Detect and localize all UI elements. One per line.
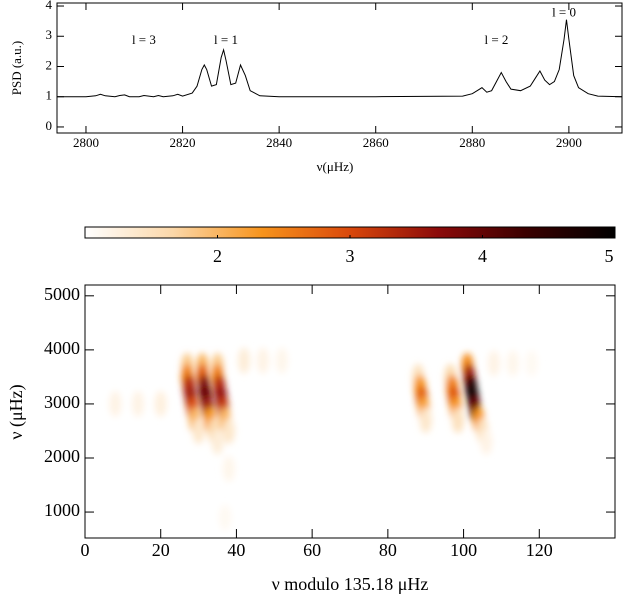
heat-cell (222, 417, 235, 444)
y-tick-label: 1 (46, 88, 53, 103)
y-tick-label: 3 (46, 27, 53, 42)
x-tick-label: 20 (152, 540, 170, 560)
y-axis-label: ν (μHz) (6, 384, 27, 439)
x-axis-label: ν(μHz) (317, 159, 354, 174)
x-tick-label: 2840 (266, 135, 292, 150)
heat-cell (192, 417, 205, 444)
heat-cell (211, 428, 224, 455)
y-tick-label: 4 (46, 0, 53, 12)
y-axis-label: PSD (a.u.) (9, 41, 24, 96)
y-tick-label: 4000 (44, 338, 80, 358)
x-tick-label: 2820 (170, 135, 196, 150)
heat-cell (525, 350, 538, 377)
annotation: l = 1 (214, 32, 238, 47)
heat-cell (506, 350, 519, 377)
annotation: l = 2 (484, 32, 508, 47)
heat-cell (238, 347, 250, 374)
heatmap (109, 347, 538, 531)
y-tick-label: 3000 (44, 392, 80, 412)
x-tick-label: 2860 (363, 135, 389, 150)
colorbar-tick-label: 3 (346, 246, 355, 266)
x-tick-label: 80 (379, 540, 397, 560)
x-tick-label: 60 (303, 540, 321, 560)
annotation: l = 0 (552, 5, 576, 20)
y-tick-label: 0 (46, 118, 53, 133)
y-tick-label: 2 (46, 57, 53, 72)
x-tick-label: 0 (81, 540, 90, 560)
heat-cell (480, 428, 493, 455)
plot-frame (84, 284, 616, 539)
heat-cell (132, 390, 144, 417)
plot-frame (56, 2, 623, 134)
x-tick-label: 40 (227, 540, 245, 560)
heat-cell (275, 347, 288, 374)
heat-cell (487, 350, 500, 377)
x-tick-label: 120 (526, 540, 553, 560)
colorbar-tick-label: 4 (478, 246, 487, 266)
heat-cell (154, 390, 167, 417)
heat-cell (256, 347, 269, 374)
y-tick-label: 5000 (44, 284, 80, 304)
x-axis-label: ν modulo 135.18 μHz (272, 574, 429, 594)
x-tick-label: 2800 (73, 135, 99, 150)
y-tick-label: 1000 (44, 500, 80, 520)
heat-cell (451, 407, 464, 434)
annotation: l = 3 (132, 32, 156, 47)
x-tick-label: 2900 (556, 135, 582, 150)
heat-cell (222, 455, 235, 482)
heat-cell (219, 504, 232, 531)
colorbar-tick-label: 5 (605, 246, 614, 266)
heat-cell (109, 390, 122, 417)
psd-line (57, 19, 623, 98)
y-tick-label: 2000 (44, 446, 80, 466)
x-tick-label: 100 (450, 540, 477, 560)
colorbar-tick-label: 2 (213, 246, 222, 266)
heat-cell (419, 407, 432, 434)
x-tick-label: 2880 (459, 135, 485, 150)
